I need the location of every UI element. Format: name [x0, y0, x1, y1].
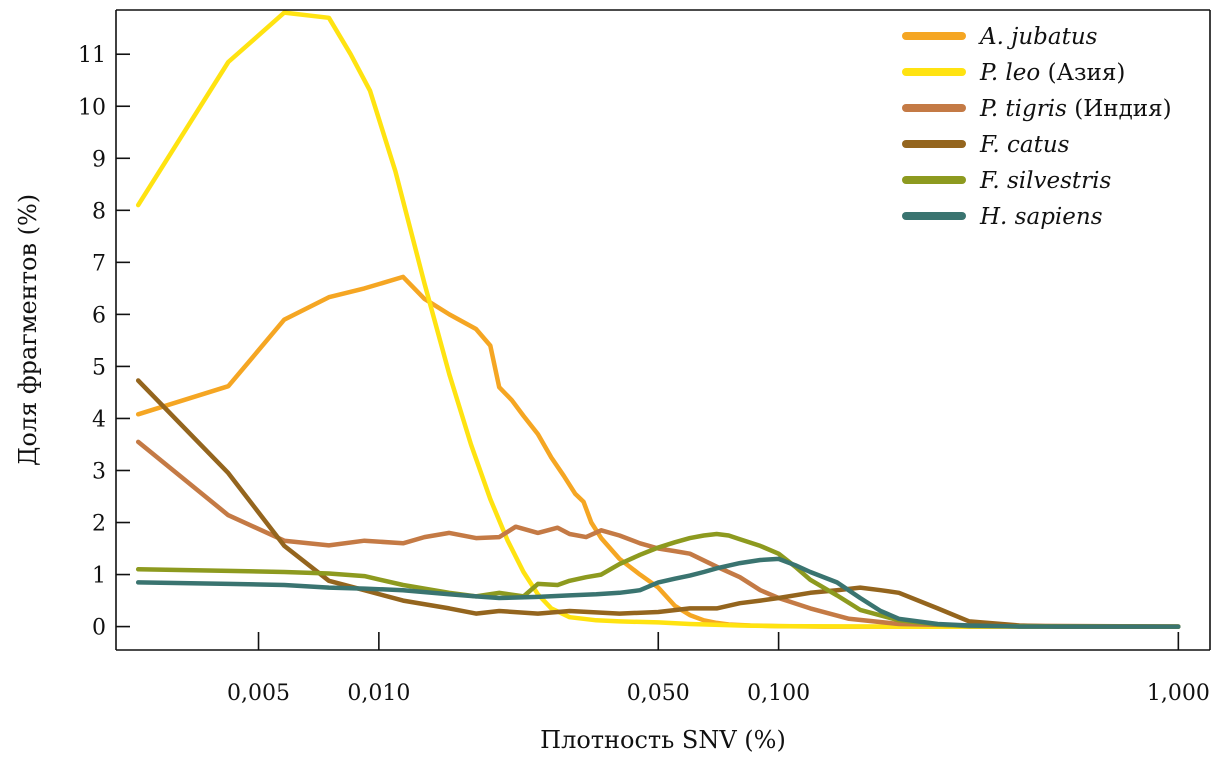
y-tick-label: 2 — [92, 512, 106, 537]
x-tick-label: 0,005 — [227, 681, 290, 706]
series-line-f-silvestris — [135, 531, 1181, 629]
y-tick-label: 10 — [78, 95, 106, 120]
legend-label-f-catus: F. catus — [979, 132, 1070, 158]
legend-label-h-sapiens: H. sapiens — [979, 204, 1103, 230]
x-tick-label: 0,050 — [627, 681, 690, 706]
legend: A. jubatus P. leo (Азия) P. tigris (Индия)… — [902, 24, 1172, 230]
y-axis-label: Доля фрагментов (%) — [14, 194, 42, 466]
y-tick-label: 11 — [78, 43, 106, 68]
y-tick-label: 6 — [92, 303, 106, 328]
y-tick-label: 5 — [92, 355, 106, 380]
axes — [115, 9, 1211, 651]
legend-label-p-leo: P. leo (Азия) — [979, 60, 1125, 86]
x-tick-label: 0,010 — [347, 681, 410, 706]
x-ticks: 0,005 0,010 0,050 0,100 1,000 — [227, 632, 1210, 706]
y-tick-label: 0 — [92, 616, 106, 641]
x-tick-label: 0,100 — [747, 681, 810, 706]
series-line-p-tigris — [135, 439, 1181, 629]
x-axis-label: Плотность SNV (%) — [540, 726, 786, 754]
series-line-f-catus — [135, 378, 1181, 629]
series-line-h-sapiens — [135, 556, 1181, 629]
y-ticks: 0 1 2 3 4 5 6 7 8 9 10 11 — [78, 43, 130, 641]
series-lines — [135, 10, 1181, 629]
y-tick-label: 9 — [92, 147, 106, 172]
legend-label-p-tigris: P. tigris (Индия) — [979, 96, 1172, 122]
y-tick-label: 4 — [92, 407, 106, 432]
legend-label-a-jubatus: A. jubatus — [978, 24, 1098, 50]
y-tick-label: 3 — [92, 459, 106, 484]
series-line-p-leo — [135, 10, 1181, 629]
x-tick-label: 1,000 — [1147, 681, 1210, 706]
legend-label-f-silvestris: F. silvestris — [979, 168, 1112, 194]
y-tick-label: 1 — [92, 564, 106, 589]
y-tick-label: 8 — [92, 199, 106, 224]
y-tick-label: 7 — [92, 251, 106, 276]
